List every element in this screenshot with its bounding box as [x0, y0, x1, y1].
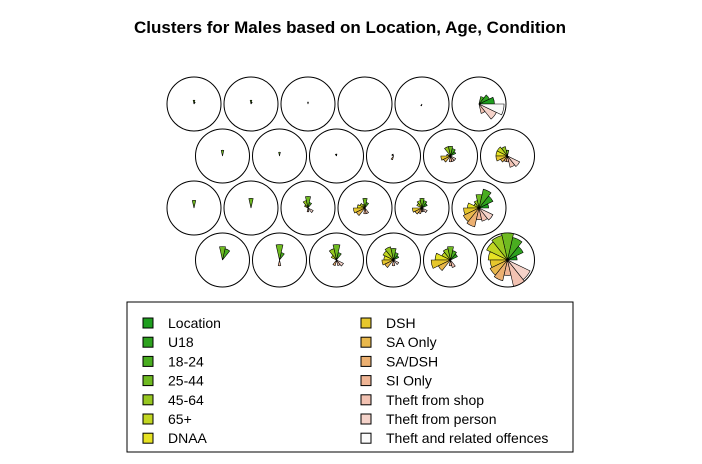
segment-wedge	[191, 199, 197, 209]
segment-wedge	[444, 146, 451, 157]
segment-wedge	[362, 198, 368, 209]
legend-swatch	[142, 375, 154, 387]
legend-label: SA/DSH	[386, 353, 438, 369]
segment-wedge	[390, 155, 394, 161]
segment-wedge	[382, 250, 394, 261]
segment-wedge	[419, 198, 425, 209]
legend-swatch	[142, 317, 154, 329]
segment-wedge	[414, 207, 423, 215]
legend-swatch	[142, 394, 154, 406]
segment-wedge	[501, 232, 514, 261]
legend-swatch	[142, 355, 154, 367]
segment-wedge	[421, 207, 428, 213]
legend-label: U18	[168, 334, 194, 350]
segment-wedge	[192, 99, 196, 105]
segment-wedge	[278, 151, 281, 157]
segment-wedge	[416, 203, 423, 209]
segment-wedge	[420, 103, 423, 107]
legend-swatch	[360, 317, 372, 329]
legend-label: 18-24	[168, 353, 204, 369]
legend-label: 45-64	[168, 392, 204, 408]
segment-wedge	[305, 196, 311, 209]
segment-wedge	[466, 207, 480, 228]
segment-wedge	[442, 248, 451, 261]
segment-wedge	[493, 259, 508, 282]
legend-label: 65+	[168, 411, 192, 427]
legend-swatch	[360, 432, 372, 444]
segment-wedge	[475, 194, 483, 209]
segment-wedge	[507, 155, 521, 167]
segment-wedge	[478, 96, 485, 105]
segment-wedge	[330, 255, 337, 261]
legend-label: SA Only	[386, 334, 437, 350]
segment-wedge	[450, 155, 457, 161]
legend: Location U18 18-24 25-44 45-64 65+ DNAA DSH SA O…	[142, 315, 548, 446]
legend-swatch	[360, 336, 372, 348]
segment-wedge	[328, 248, 337, 261]
segment-wedge	[478, 207, 494, 221]
segment-wedge	[384, 259, 394, 268]
segment-wedge	[277, 259, 282, 267]
legend-swatch	[142, 413, 154, 425]
segment-wedge	[332, 244, 341, 261]
segment-wedge	[437, 259, 451, 271]
segment-wedge	[336, 259, 344, 267]
segment-wedge	[443, 155, 451, 163]
legend-swatch	[360, 394, 372, 406]
segment-wedge	[507, 259, 531, 281]
legend-swatch	[142, 432, 154, 444]
segment-wedge	[417, 207, 423, 214]
node-grid	[166, 76, 535, 288]
legend-swatch	[360, 375, 372, 387]
legend-label: DSH	[386, 315, 416, 331]
segment-wedge	[249, 99, 253, 105]
segment-wedge	[248, 198, 254, 209]
segment-wedge	[507, 259, 525, 287]
segment-wedge	[447, 246, 454, 261]
node-circle	[337, 76, 393, 132]
legend-swatch	[360, 355, 372, 367]
segment-wedge	[304, 204, 309, 209]
segment-wedge	[355, 207, 366, 216]
segment-wedge	[491, 235, 508, 261]
legend-label: SI Only	[386, 373, 432, 389]
segment-wedge	[486, 241, 508, 261]
segment-wedge	[487, 251, 508, 261]
legend-label: 25-44	[168, 373, 204, 389]
segment-wedge	[391, 259, 396, 267]
segment-wedge	[478, 103, 505, 116]
segment-wedge	[307, 207, 314, 213]
legend-swatch	[360, 413, 372, 425]
segment-wedge	[334, 153, 337, 157]
segment-wedge	[478, 188, 492, 209]
legend-label: Theft from shop	[386, 392, 484, 408]
legend-swatch	[142, 336, 154, 348]
segment-wedge	[393, 259, 400, 265]
legend-label: DNAA	[168, 430, 208, 446]
segment-wedge	[384, 246, 394, 261]
segment-wedge	[391, 154, 394, 157]
segment-wedge	[332, 259, 337, 266]
segment-wedge	[275, 244, 284, 261]
legend-label: Location	[168, 315, 221, 331]
segment-wedge	[220, 149, 225, 157]
segment-wedge	[364, 207, 370, 214]
segment-wedge	[307, 101, 309, 105]
segment-wedge	[450, 259, 456, 268]
legend-label: Theft and related offences	[386, 430, 548, 446]
chart-title: Clusters for Males based on Location, Ag…	[134, 18, 566, 37]
legend-label: Theft from person	[386, 411, 497, 427]
segment-wedge	[219, 246, 226, 261]
segment-wedge	[478, 94, 490, 105]
legend-box	[126, 301, 574, 453]
segment-wedge	[306, 207, 310, 213]
segment-wedge	[500, 155, 508, 163]
